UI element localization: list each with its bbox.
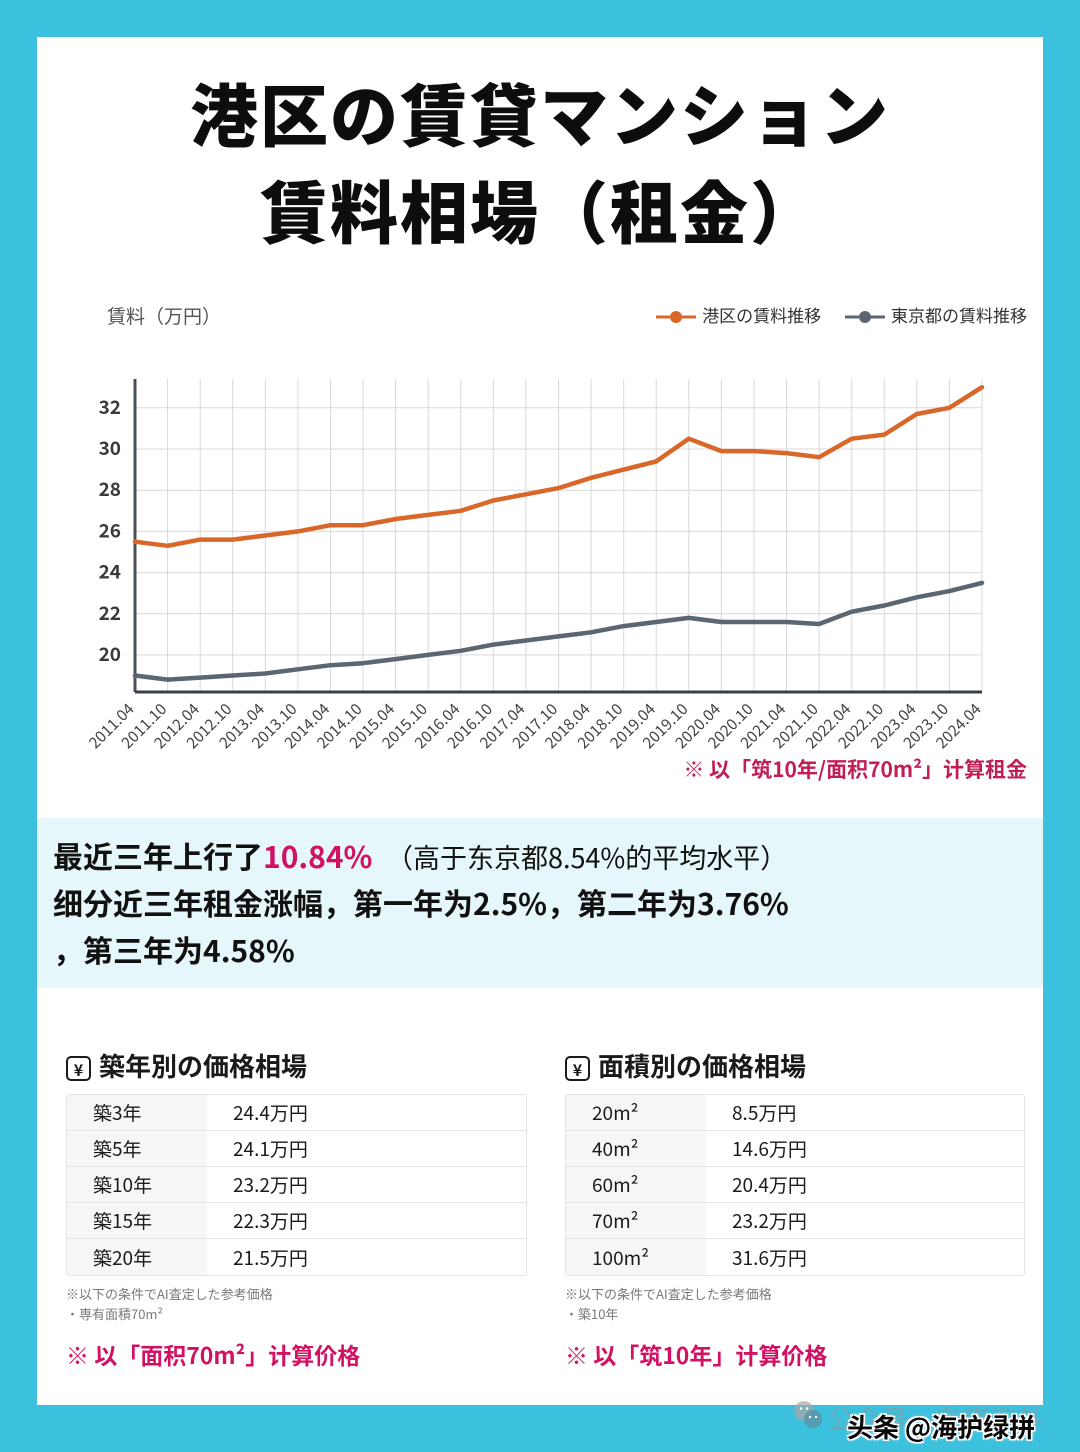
svg-text:26: 26 [99,516,121,543]
svg-text:20: 20 [99,640,121,667]
svg-text:32: 32 [99,393,121,420]
svg-text:24: 24 [99,558,121,585]
svg-text:28: 28 [99,475,121,502]
svg-text:22: 22 [99,599,121,626]
svg-text:30: 30 [99,434,121,461]
